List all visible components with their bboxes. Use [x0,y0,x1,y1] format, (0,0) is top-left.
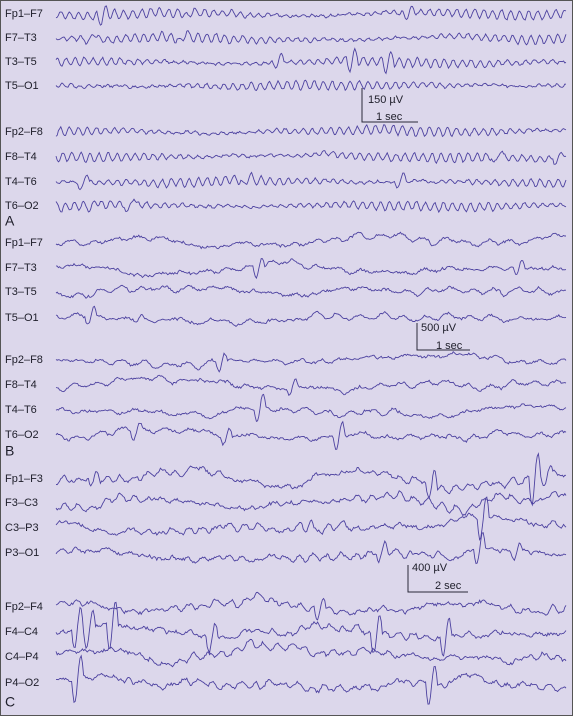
eeg-trace [55,47,567,75]
eeg-trace [55,350,567,373]
eeg-trace [55,374,567,397]
eeg-trace [55,171,567,191]
eeg-trace [55,231,566,250]
scale-amplitude: 150 µV [368,94,404,106]
panel-letter: A [5,213,15,229]
eeg-trace [55,124,567,138]
panel-letter: B [5,443,14,459]
channel-label: T5–O1 [5,80,39,92]
scale-time: 1 sec [436,340,463,352]
channel-label: F8–T4 [5,151,37,163]
panel-letter: C [5,694,15,710]
channel-label: F4–C4 [5,626,38,638]
scale-amplitude: 500 µV [421,322,457,334]
eeg-trace [55,258,567,280]
channel-label: Fp1–F3 [5,473,43,485]
eeg-trace [55,79,567,92]
eeg-trace [55,393,567,423]
eeg-trace [55,284,567,299]
eeg-trace [55,490,567,517]
channel-label: T6–O2 [5,429,39,441]
channel-label: Fp1–F7 [5,237,43,249]
channel-label: T3–T5 [5,286,37,298]
channel-label: T5–O1 [5,312,39,324]
channel-label: F8–T4 [5,379,37,391]
channel-label: C4–P4 [5,651,39,663]
channel-label: P4–O2 [5,677,39,689]
eeg-trace [55,198,567,214]
scale-time: 1 sec [376,111,403,123]
eeg-trace [55,638,567,668]
channel-label: T3–T5 [5,56,37,68]
eeg-trace [55,305,567,327]
eeg-trace [55,601,567,657]
eeg-trace [55,30,567,46]
eeg-trace [55,452,566,507]
channel-label: Fp1–F7 [5,8,43,20]
channel-label: F7–T3 [5,262,37,274]
eeg-trace [55,591,567,621]
eeg-trace [55,5,567,26]
channel-label: P3–O1 [5,547,39,559]
scale-bar [407,565,468,593]
channel-label: F3–C3 [5,497,38,509]
channel-label: Fp2–F4 [5,601,43,613]
channel-label: Fp2–F8 [5,354,43,366]
eeg-trace [55,532,567,565]
eeg-trace [55,496,567,542]
eeg-trace [55,150,567,165]
channel-label: F7–T3 [5,32,37,44]
scale-bar [361,88,418,123]
channel-label: C3–P3 [5,522,39,534]
scale-time: 2 sec [435,580,462,592]
channel-label: T4–T6 [5,176,37,188]
eeg-trace [55,654,567,705]
scale-bar [416,323,470,351]
channel-label: T4–T6 [5,404,37,416]
channel-label: Fp2–F8 [5,126,43,138]
eeg-trace [55,420,567,450]
scale-amplitude: 400 µV [412,562,448,574]
channel-label: T6–O2 [5,200,39,212]
